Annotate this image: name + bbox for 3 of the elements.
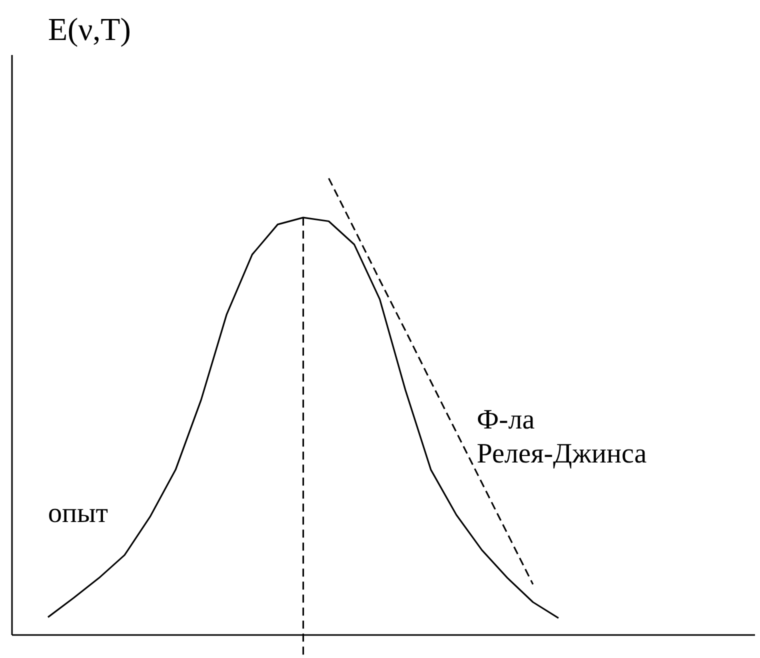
series-label: Ф-ла Релея-Джинса (476, 404, 648, 470)
y-axis-title: E(ν,T) (48, 11, 131, 47)
series-label: опыт (48, 498, 108, 529)
